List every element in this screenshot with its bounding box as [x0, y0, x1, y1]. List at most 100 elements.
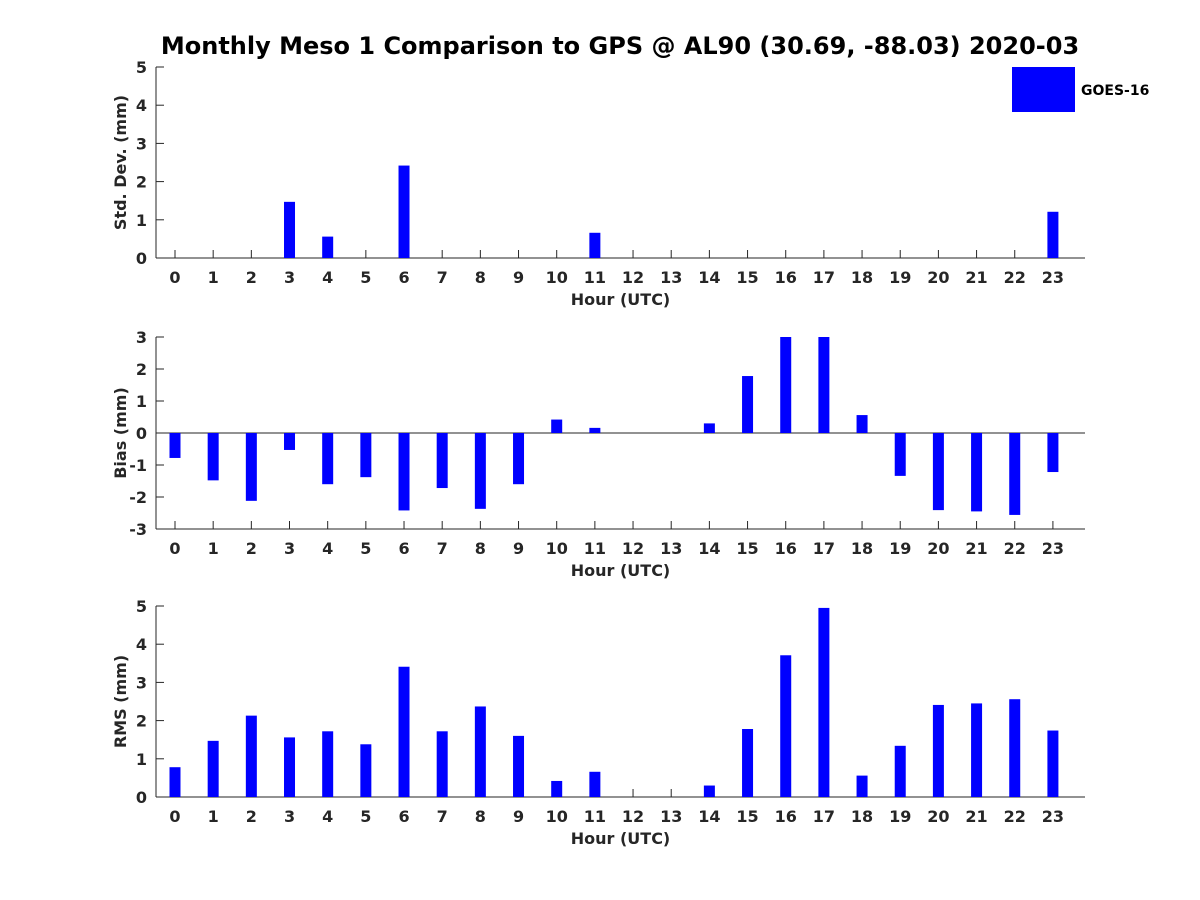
rms-bar-hour-18	[856, 775, 868, 797]
rms-bar-hour-16	[780, 655, 792, 797]
bias-bar-hour-16	[780, 337, 792, 433]
rms-bar-hour-9	[513, 735, 525, 797]
std-dev-bar-hour-23	[1047, 211, 1059, 258]
std-dev-x-tick-label: 22	[1004, 268, 1026, 287]
rms-bar-hour-22	[1009, 699, 1021, 797]
legend-swatch	[1012, 67, 1075, 112]
bias-bar-hour-4	[322, 433, 334, 485]
std-dev-y-tick-label: 1	[136, 211, 147, 230]
rms-x-tick-label: 11	[584, 807, 606, 826]
rms-x-tick-label: 9	[513, 807, 524, 826]
bias-x-tick-label: 16	[775, 539, 797, 558]
bias-bar-hour-18	[856, 415, 868, 433]
bias-x-tick-label: 22	[1004, 539, 1026, 558]
bias-y-axis-label: Bias (mm)	[111, 387, 130, 479]
rms-y-tick-label: 2	[136, 712, 147, 731]
rms-x-tick-label: 23	[1042, 807, 1064, 826]
bias-bar-hour-23	[1047, 433, 1059, 473]
rms-x-tick-label: 14	[698, 807, 720, 826]
bias-y-tick-label: 0	[136, 424, 147, 443]
std-dev-x-tick-label: 15	[736, 268, 758, 287]
std-dev-x-tick-label: 5	[360, 268, 371, 287]
std-dev-bar-hour-6	[398, 165, 410, 258]
rms-bar-hour-23	[1047, 730, 1059, 797]
bias-bar-hour-22	[1009, 433, 1021, 515]
bias-bar-hour-21	[971, 433, 983, 512]
rms-bar-hour-20	[932, 704, 944, 797]
bias-x-tick-label: 14	[698, 539, 720, 558]
bias-x-axis-label: Hour (UTC)	[571, 561, 671, 580]
bias-bar-hour-14	[703, 423, 715, 433]
std-dev-x-tick-label: 13	[660, 268, 682, 287]
bias-x-tick-label: 0	[169, 539, 180, 558]
legend-label: GOES-16	[1081, 83, 1149, 99]
bias-y-tick-label: 2	[136, 360, 147, 379]
bias-bar-hour-10	[551, 419, 563, 433]
rms-x-tick-label: 8	[475, 807, 486, 826]
bias-bar-hour-8	[474, 433, 486, 509]
rms-y-tick-label: 0	[136, 788, 147, 807]
bias-bar-hour-2	[245, 433, 257, 501]
rms-bar-hour-0	[169, 767, 181, 797]
bias-x-tick-label: 15	[736, 539, 758, 558]
rms-x-tick-label: 18	[851, 807, 873, 826]
rms-x-tick-label: 15	[736, 807, 758, 826]
rms-x-tick-label: 0	[169, 807, 180, 826]
rms-bar-hour-8	[474, 706, 486, 797]
bias-x-tick-label: 7	[437, 539, 448, 558]
bias-bar-hour-9	[513, 433, 525, 485]
rms-bar-hour-1	[207, 740, 219, 797]
rms-x-tick-label: 3	[284, 807, 295, 826]
rms-bar-hour-6	[398, 666, 410, 797]
bias-x-tick-label: 5	[360, 539, 371, 558]
bias-x-tick-label: 6	[398, 539, 409, 558]
std-dev-x-tick-label: 11	[584, 268, 606, 287]
bias-x-tick-label: 10	[546, 539, 568, 558]
bias-x-tick-label: 12	[622, 539, 644, 558]
std-dev-x-tick-label: 20	[927, 268, 949, 287]
rms-bar-hour-15	[742, 729, 754, 797]
rms-y-tick-label: 1	[136, 750, 147, 769]
bias-x-tick-label: 18	[851, 539, 873, 558]
bias-x-tick-label: 21	[965, 539, 987, 558]
bias-x-tick-label: 11	[584, 539, 606, 558]
bias-x-tick-label: 2	[246, 539, 257, 558]
std-dev-x-tick-label: 10	[546, 268, 568, 287]
chart-title: Monthly Meso 1 Comparison to GPS @ AL90 …	[161, 32, 1079, 60]
std-dev-y-tick-label: 3	[136, 134, 147, 153]
std-dev-x-tick-label: 16	[775, 268, 797, 287]
bias-bar-hour-17	[818, 337, 830, 433]
std-dev-bar-hour-3	[284, 201, 296, 258]
bias-bar-hour-0	[169, 433, 181, 458]
std-dev-bar-hour-11	[589, 232, 601, 258]
std-dev-x-tick-label: 3	[284, 268, 295, 287]
std-dev-x-tick-label: 4	[322, 268, 333, 287]
bias-bar-hour-20	[932, 433, 944, 511]
bias-y-tick-label: -2	[129, 488, 147, 507]
rms-x-axis-label: Hour (UTC)	[571, 829, 671, 848]
rms-bar-hour-3	[284, 737, 296, 797]
rms-x-tick-label: 16	[775, 807, 797, 826]
rms-bar-hour-11	[589, 771, 601, 797]
rms-bar-hour-4	[322, 731, 334, 797]
rms-bar-hour-19	[894, 745, 906, 797]
rms-x-tick-label: 12	[622, 807, 644, 826]
rms-x-tick-label: 5	[360, 807, 371, 826]
rms-y-axis-label: RMS (mm)	[111, 655, 130, 748]
rms-x-tick-label: 21	[965, 807, 987, 826]
std-dev-x-tick-label: 21	[965, 268, 987, 287]
rms-y-tick-label: 5	[136, 597, 147, 616]
std-dev-y-tick-label: 0	[136, 249, 147, 268]
legend: GOES-16	[1012, 67, 1149, 112]
bias-x-tick-label: 17	[813, 539, 835, 558]
bias-y-tick-label: -1	[129, 456, 147, 475]
bias-bar-hour-19	[894, 433, 906, 476]
rms-x-tick-label: 4	[322, 807, 333, 826]
std-dev-x-tick-label: 19	[889, 268, 911, 287]
std-dev-x-tick-label: 23	[1042, 268, 1064, 287]
std-dev-x-tick-label: 0	[169, 268, 180, 287]
std-dev-x-tick-label: 12	[622, 268, 644, 287]
